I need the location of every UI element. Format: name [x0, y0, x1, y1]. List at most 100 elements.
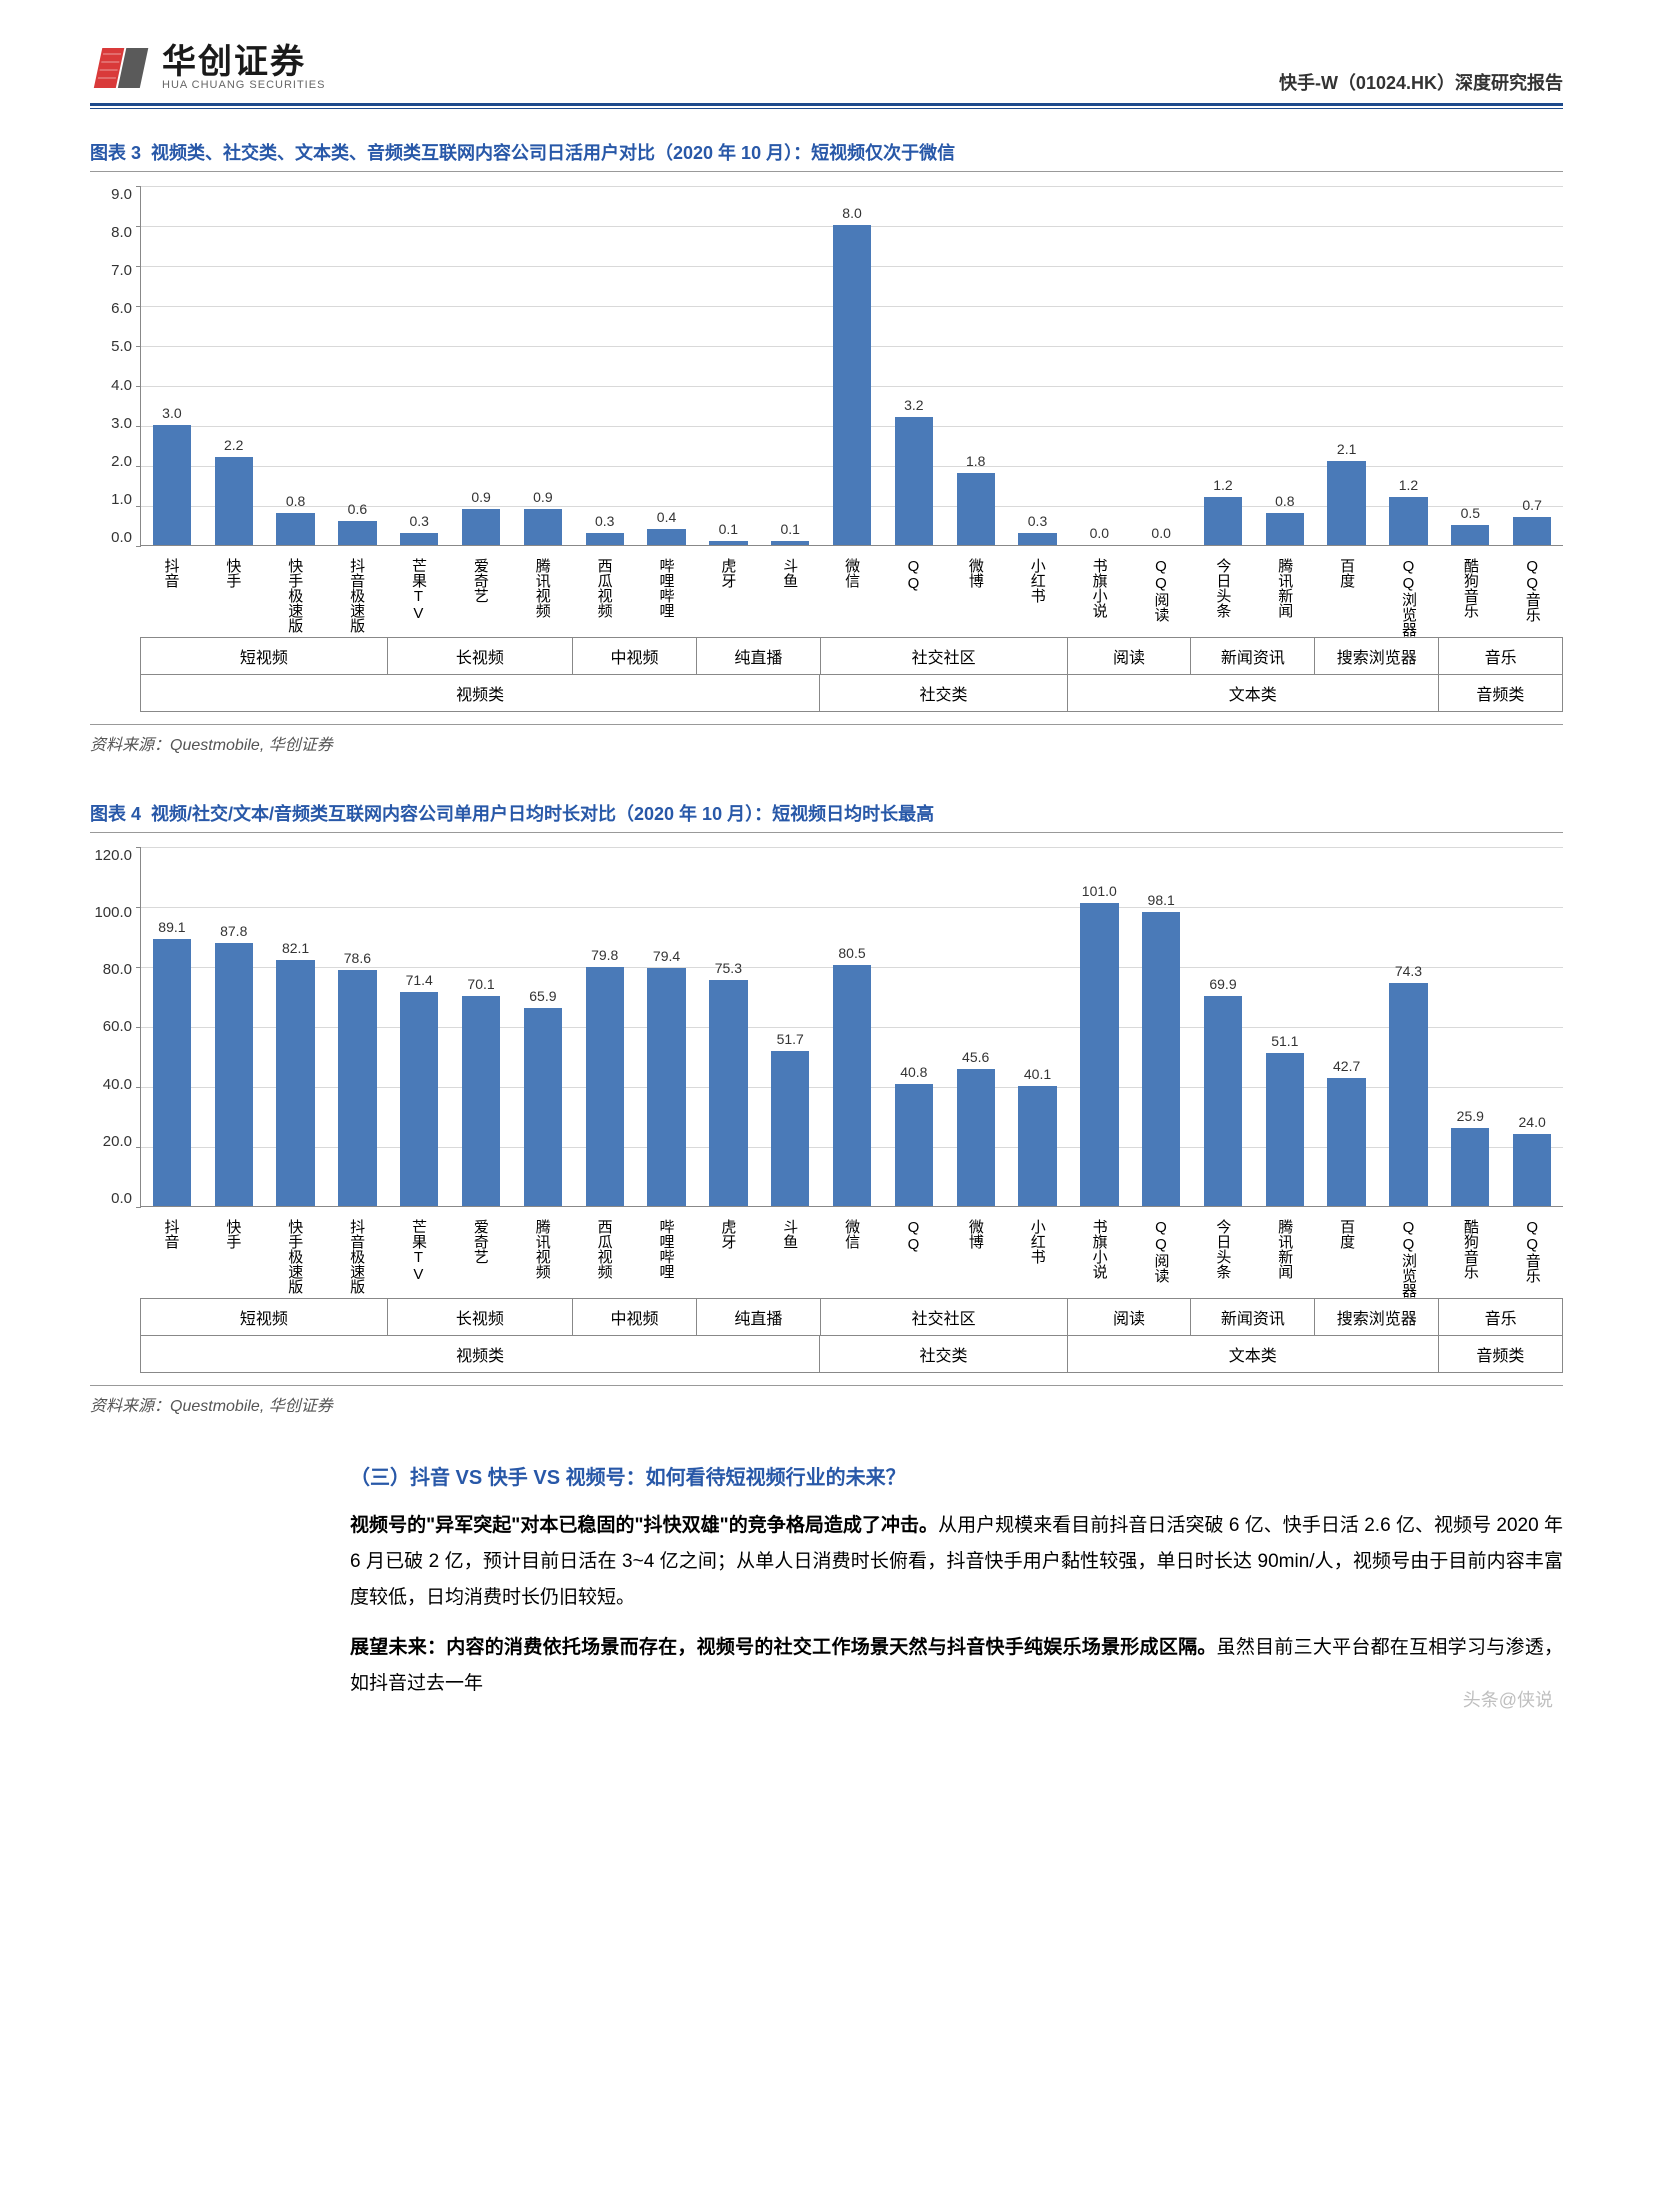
bar-slot: 8.0: [821, 186, 883, 545]
x-label: 微信: [841, 558, 862, 588]
bar: [1327, 1078, 1365, 1206]
x-label: QQ: [905, 558, 922, 592]
bar-value-label: 74.3: [1395, 963, 1422, 979]
bar-slot: 87.8: [203, 847, 265, 1206]
bar: [1204, 996, 1242, 1206]
x-label: 百度: [1336, 558, 1357, 588]
x-label: 抖音: [160, 1219, 181, 1249]
bar: [1080, 903, 1118, 1206]
group-label: 视频类: [140, 1335, 820, 1373]
x-label: 爱奇艺: [470, 558, 491, 603]
bar: [524, 1008, 562, 1206]
bar-slot: 0.3: [388, 186, 450, 545]
group-label: 音频类: [1439, 1335, 1563, 1373]
x-label: QQ音乐: [1522, 558, 1543, 622]
bar: [1513, 517, 1551, 545]
y-tick-label: 6.0: [111, 300, 132, 317]
bar: [462, 996, 500, 1206]
bar-value-label: 45.6: [962, 1049, 989, 1065]
bar-slot: 75.3: [697, 847, 759, 1206]
bar-slot: 45.6: [945, 847, 1007, 1206]
bar-slot: 0.4: [636, 186, 698, 545]
bar-value-label: 51.1: [1271, 1033, 1298, 1049]
logo-text: 华创证券 HUA CHUANG SECURITIES: [162, 45, 325, 91]
bar-value-label: 0.5: [1461, 505, 1480, 521]
group-label: 短视频: [140, 1298, 388, 1335]
bar-slot: 0.0: [1130, 186, 1192, 545]
bar-slot: 0.0: [1068, 186, 1130, 545]
x-label: 书旗小说: [1089, 1219, 1110, 1279]
y-tick-label: 40.0: [103, 1076, 132, 1093]
group-labels-row: 视频类社交类文本类音频类: [140, 674, 1563, 712]
bar-value-label: 80.5: [838, 945, 865, 961]
bar-slot: 0.1: [759, 186, 821, 545]
y-tick-label: 0.0: [111, 529, 132, 546]
group-label: 纯直播: [697, 1298, 821, 1335]
bar: [1451, 525, 1489, 545]
group-label: 社交社区: [821, 1298, 1068, 1335]
bar-slot: 79.8: [574, 847, 636, 1206]
bar: [833, 965, 871, 1207]
bar: [647, 529, 685, 545]
bars-row: 89.187.882.178.671.470.165.979.879.475.3…: [141, 847, 1563, 1206]
x-label: 快手极速版: [284, 1219, 305, 1294]
bar-value-label: 82.1: [282, 940, 309, 956]
x-label: 腾讯视频: [532, 1219, 553, 1279]
bar: [338, 970, 376, 1206]
group-label: 文本类: [1068, 674, 1439, 712]
group-label: 社交类: [820, 1335, 1068, 1373]
x-label: 小红书: [1027, 558, 1048, 603]
group-labels-row: 视频类社交类文本类音频类: [140, 1335, 1563, 1373]
bar-value-label: 40.8: [900, 1064, 927, 1080]
bar-slot: 0.9: [512, 186, 574, 545]
logo-text-en: HUA CHUANG SECURITIES: [162, 79, 325, 91]
bar-value-label: 1.2: [1399, 477, 1418, 493]
bar: [895, 1084, 933, 1206]
group-label: 搜索浏览器: [1315, 1298, 1439, 1335]
bar-slot: 98.1: [1130, 847, 1192, 1206]
x-label: 百度: [1336, 1219, 1357, 1249]
x-label: 今日头条: [1212, 1219, 1233, 1279]
y-tick-label: 1.0: [111, 491, 132, 508]
bar-slot: 0.8: [265, 186, 327, 545]
figure-3: 图表 3 视频类、社交类、文本类、音频类互联网内容公司日活用户对比（2020 年…: [90, 139, 1563, 755]
x-label: 腾讯新闻: [1274, 558, 1295, 618]
x-label: 斗鱼: [779, 1219, 800, 1249]
bar: [153, 425, 191, 545]
bar: [1513, 1134, 1551, 1206]
paragraph-1: 视频号的"异军突起"对本已稳固的"抖快双雄"的竞争格局造成了冲击。从用户规模来看…: [350, 1508, 1563, 1616]
x-label: QQ浏览器: [1398, 1219, 1419, 1298]
bar-slot: 2.2: [203, 186, 265, 545]
x-label: 微博: [965, 1219, 986, 1249]
y-tick-label: 5.0: [111, 338, 132, 355]
group-label: 阅读: [1068, 1298, 1192, 1335]
paragraph-2-bold: 展望未来：内容的消费依托场景而存在，视频号的社交工作场景天然与抖音快手纯娱乐场景…: [350, 1637, 1217, 1658]
bar-value-label: 2.2: [224, 437, 243, 453]
bar-slot: 70.1: [450, 847, 512, 1206]
x-label: 哔哩哔哩: [655, 1219, 676, 1279]
figure-3-source: 资料来源：Questmobile, 华创证券: [90, 724, 1563, 755]
group-label: 长视频: [388, 1298, 573, 1335]
bar-value-label: 0.3: [595, 513, 614, 529]
bar-value-label: 65.9: [529, 988, 556, 1004]
logo-block: 华创证券 HUA CHUANG SECURITIES: [90, 40, 325, 95]
x-axis-labels: 抖音快手快手极速版抖音极速版芒果TV爱奇艺腾讯视频西瓜视频哔哩哔哩虎牙斗鱼微信Q…: [140, 546, 1563, 637]
bar-slot: 40.8: [883, 847, 945, 1206]
y-axis: 120.0100.080.060.040.020.00.0: [90, 847, 140, 1207]
bar-value-label: 87.8: [220, 923, 247, 939]
bar-slot: 2.1: [1316, 186, 1378, 545]
paragraph-1-bold: 视频号的"异军突起"对本已稳固的"抖快双雄"的竞争格局造成了冲击。: [350, 1515, 938, 1536]
bar-slot: 1.8: [945, 186, 1007, 545]
bar-value-label: 79.4: [653, 948, 680, 964]
x-label: 酷狗音乐: [1460, 558, 1481, 618]
bar-value-label: 3.2: [904, 397, 923, 413]
bar-value-label: 0.8: [1275, 493, 1294, 509]
group-label: 音频类: [1439, 674, 1563, 712]
x-label: 抖音极速版: [346, 558, 367, 633]
bar: [771, 1051, 809, 1206]
x-axis-labels: 抖音快手快手极速版抖音极速版芒果TV爱奇艺腾讯视频西瓜视频哔哩哔哩虎牙斗鱼微信Q…: [140, 1207, 1563, 1298]
bar: [400, 992, 438, 1206]
x-label: 虎牙: [717, 558, 738, 588]
x-label: 微博: [965, 558, 986, 588]
bar: [586, 967, 624, 1206]
